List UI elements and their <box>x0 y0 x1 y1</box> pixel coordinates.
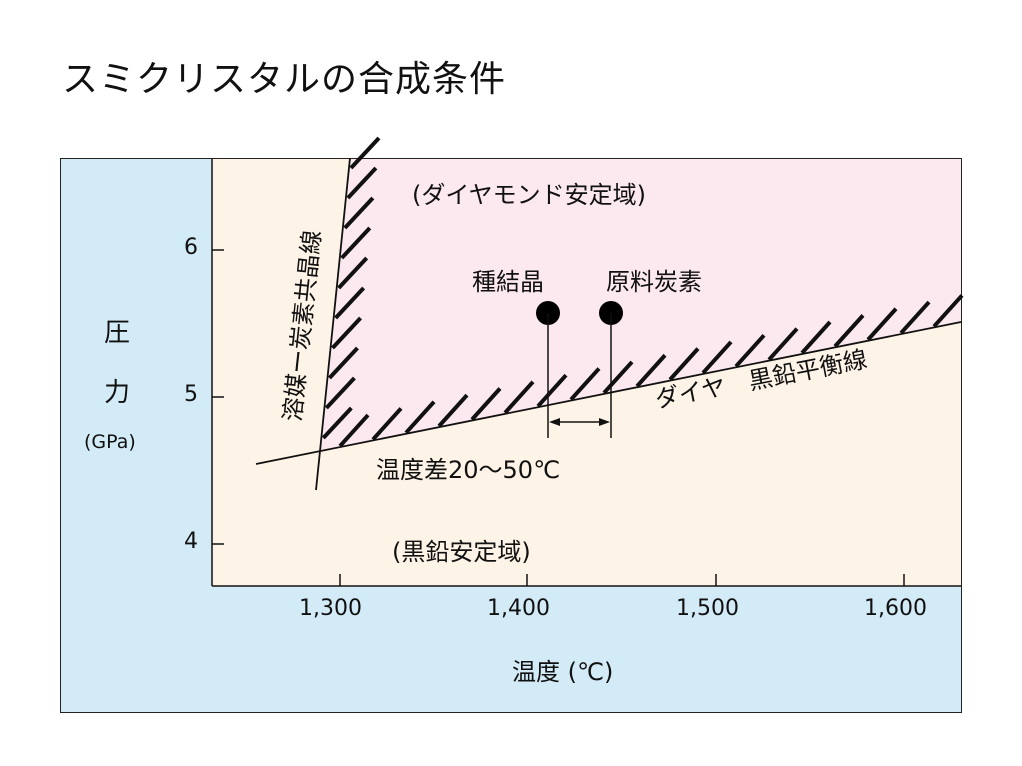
hatch-mark <box>701 340 733 375</box>
hatch-mark <box>346 166 378 200</box>
hatch-mark <box>437 393 469 428</box>
hatch-mark <box>349 136 381 170</box>
hatch-mark <box>328 346 359 380</box>
x-tick-label: 1,300 <box>299 596 362 621</box>
y-tick-label: 6 <box>184 235 198 260</box>
hatch-mark <box>331 316 363 350</box>
hatch-mark <box>503 380 535 415</box>
hatch-mark <box>321 406 353 440</box>
hatch-mark <box>340 226 372 260</box>
graphite-region-label: (黒鉛安定域) <box>392 538 531 566</box>
seed-crystal-label: 種結晶 <box>472 268 544 296</box>
carbon-source-label: 原料炭素 <box>606 268 702 296</box>
x-tick-label: 1,600 <box>864 596 927 621</box>
x-tick-label: 1,400 <box>487 596 550 621</box>
hatch-mark <box>668 347 700 381</box>
x-tick-label: 1,500 <box>676 596 739 621</box>
diamond-region <box>320 159 961 452</box>
page-title: スミクリスタルの合成条件 <box>62 59 507 100</box>
hatch-mark <box>800 320 832 355</box>
hatch-mark <box>833 314 865 348</box>
hatch-mark <box>324 376 356 410</box>
y-tick-label: 4 <box>184 529 198 554</box>
hatch-mark <box>569 367 601 401</box>
temperature-difference-label: 温度差20～50℃ <box>376 456 561 484</box>
hatch-mark <box>371 407 403 441</box>
hatch-mark <box>635 353 667 388</box>
arrow-head-right <box>599 418 610 426</box>
y-axis-label-2: 力 <box>104 378 131 408</box>
hatch-mark <box>470 387 502 421</box>
hatch-mark <box>866 307 898 342</box>
hatch-mark <box>337 256 369 290</box>
hatch-mark <box>899 300 931 335</box>
y-axis-label-1: 圧 <box>104 318 131 348</box>
arrow-head-left <box>549 418 560 426</box>
hatch-mark <box>767 327 799 362</box>
diamond-region-label: (ダイヤモンド安定域) <box>412 181 647 209</box>
y-axis-unit: (GPa) <box>84 431 136 453</box>
hatch-mark <box>932 294 964 328</box>
hatch-mark <box>343 196 375 230</box>
hatch-mark <box>602 360 634 395</box>
hatch-mark <box>338 413 370 448</box>
hatch-mark <box>536 373 568 408</box>
eutectic-line <box>315 157 351 491</box>
hatch-mark <box>404 400 436 435</box>
x-axis-label: 温度 (℃) <box>512 658 614 686</box>
hatch-mark <box>734 333 766 368</box>
equilibrium-line <box>255 321 962 465</box>
y-tick-label: 5 <box>184 382 198 407</box>
hatch-mark <box>334 286 366 320</box>
